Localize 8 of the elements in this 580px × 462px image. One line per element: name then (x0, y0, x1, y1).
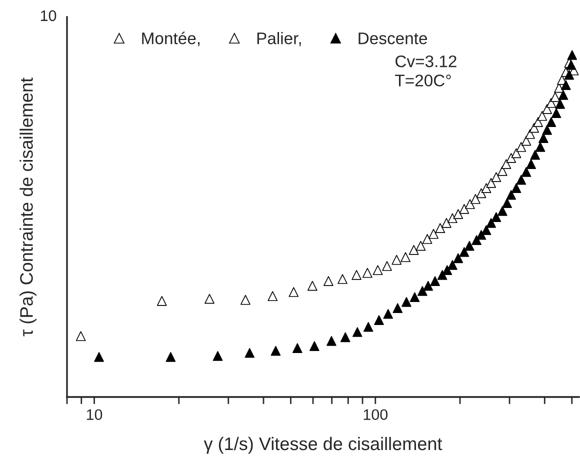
y-axis-title: τ (Pa) Contrainte de cisaillement (20, 78, 36, 336)
legend-label: Palier, (257, 32, 301, 46)
annotation: Cv=3.12 T=20C° (395, 55, 456, 86)
x-axis-title: γ (1/s) Vitesse de cisaillement (204, 436, 442, 454)
x-tick-label: 100 (364, 409, 388, 420)
legend-label: Montée, (142, 32, 200, 46)
text: 10 (40, 10, 56, 22)
legend-label: Descente (358, 32, 428, 44)
